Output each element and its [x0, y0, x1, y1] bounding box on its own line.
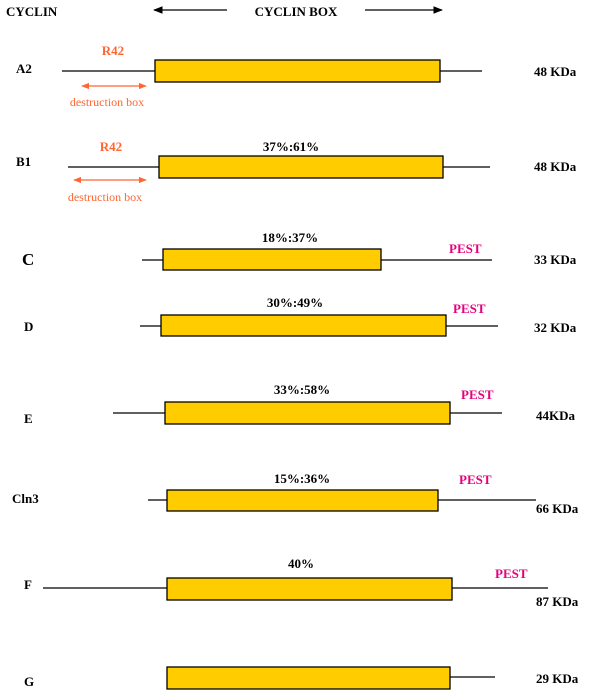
- cyclin-row-b1: B1 37%:61% R42 destruction box 48 KDa: [16, 139, 577, 204]
- cyclin-box: [158, 155, 444, 179]
- protein-name: E: [24, 411, 33, 426]
- similarity-label: 33%:58%: [274, 382, 330, 397]
- cyclin-row-f: F 40% PEST 87 KDa: [24, 556, 579, 609]
- molecular-mass: 32 KDa: [534, 320, 577, 335]
- cyclin-row-c: C 18%:37% PEST 33 KDa: [22, 230, 577, 271]
- molecular-mass: 87 KDa: [536, 594, 579, 609]
- cyclin-row-g: G 29 KDa: [24, 666, 579, 690]
- cyclin-box: [166, 489, 439, 512]
- pest-label: PEST: [449, 241, 482, 256]
- molecular-mass: 44KDa: [536, 408, 576, 423]
- pest-label: PEST: [461, 387, 494, 402]
- similarity-label: 40%: [288, 556, 314, 571]
- r42-label: R42: [100, 139, 122, 154]
- cyclin-box: [160, 314, 447, 337]
- cyclin-row-e: E 33%:58% PEST 44KDa: [24, 382, 576, 426]
- cyclin-row-a2: A2 R42 destruction box 48 KDa: [16, 43, 577, 109]
- protein-name: A2: [16, 61, 32, 76]
- cyclin-box: [166, 666, 451, 690]
- similarity-label: 30%:49%: [267, 295, 323, 310]
- cyclin-box: [164, 401, 451, 425]
- pest-label: PEST: [453, 301, 486, 316]
- cyclin-row-cln3: Cln3 15%:36% PEST 66 KDa: [12, 471, 579, 516]
- molecular-mass: 48 KDa: [534, 159, 577, 174]
- cyclin-box: [162, 248, 382, 271]
- r42-label: R42: [102, 43, 124, 58]
- destruction-box-label: destruction box: [68, 190, 142, 204]
- cyclin-box-title: CYCLIN BOX: [255, 4, 338, 19]
- cyclin-box: [166, 577, 453, 601]
- molecular-mass: 66 KDa: [536, 501, 579, 516]
- pest-label: PEST: [495, 566, 528, 581]
- protein-name: C: [22, 250, 34, 269]
- cyclin-row-d: D 30%:49% PEST 32 KDa: [24, 295, 577, 337]
- similarity-label: 37%:61%: [263, 139, 319, 154]
- protein-name: B1: [16, 154, 31, 169]
- similarity-label: 15%:36%: [274, 471, 330, 486]
- protein-name: G: [24, 674, 34, 689]
- molecular-mass: 29 KDa: [536, 671, 579, 686]
- protein-name: Cln3: [12, 491, 39, 506]
- destruction-box-label: destruction box: [70, 95, 144, 109]
- protein-name: D: [24, 319, 33, 334]
- molecular-mass: 33 KDa: [534, 252, 577, 267]
- cyclin-column-title: CYCLIN: [6, 4, 58, 19]
- molecular-mass: 48 KDa: [534, 64, 577, 79]
- similarity-label: 18%:37%: [262, 230, 318, 245]
- cyclin-box: [154, 59, 441, 83]
- protein-name: F: [24, 577, 32, 592]
- pest-label: PEST: [459, 472, 492, 487]
